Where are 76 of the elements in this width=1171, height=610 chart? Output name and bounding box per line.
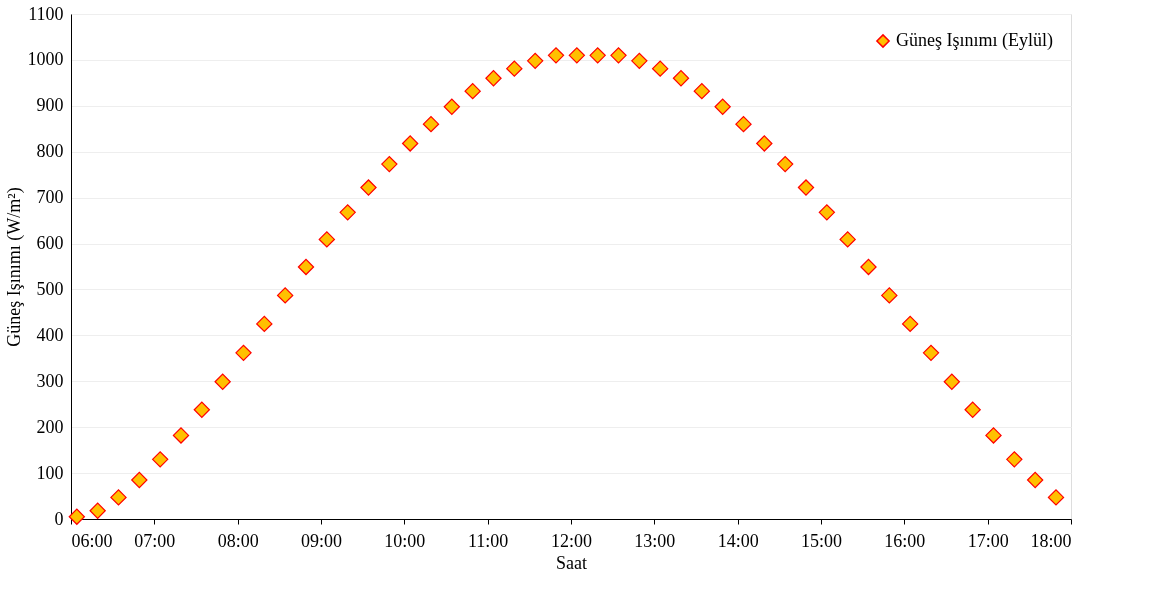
- point: [526, 52, 544, 70]
- point: [276, 287, 294, 304]
- y-tick-label: 200: [36, 416, 64, 437]
- point: [401, 135, 419, 152]
- x-tick-label: 13:00: [634, 530, 676, 551]
- point: [256, 315, 273, 333]
- x-tick-label: 10:00: [384, 530, 426, 551]
- x-tick-label: 12:00: [550, 530, 593, 551]
- point: [381, 155, 398, 173]
- point: [110, 489, 127, 506]
- y-tick-label: 300: [36, 370, 64, 391]
- x-tick-label: 14:00: [717, 530, 759, 551]
- point: [339, 204, 356, 221]
- point: [881, 287, 898, 304]
- point: [964, 401, 981, 418]
- x-tick-label: 08:00: [217, 530, 259, 551]
- y-tick-label: 800: [36, 141, 64, 162]
- point: [422, 116, 440, 133]
- point: [464, 82, 481, 100]
- point: [631, 52, 648, 70]
- x-tick-label: 15:00: [800, 530, 843, 551]
- point: [839, 231, 856, 248]
- point: [985, 427, 1002, 444]
- x-tick-label: 16:00: [884, 530, 926, 551]
- point: [193, 401, 211, 418]
- legend-label: Güneş Işınımı (Eylül): [896, 30, 1053, 51]
- point: [506, 60, 523, 77]
- x-tick-label: 18:00: [1030, 530, 1072, 551]
- point: [776, 155, 794, 173]
- point: [589, 47, 606, 64]
- point: [735, 116, 752, 133]
- point: [443, 98, 461, 115]
- y-tick-label: 700: [36, 187, 64, 208]
- point: [922, 344, 940, 361]
- point: [797, 179, 815, 196]
- point: [89, 502, 106, 519]
- point: [943, 373, 961, 390]
- point: [651, 60, 669, 77]
- x-tick-label: 07:00: [134, 530, 176, 551]
- point: [610, 47, 627, 64]
- point: [818, 204, 836, 221]
- y-axis-title: Güneş Işınımı (W/m²): [3, 187, 25, 347]
- point: [860, 258, 877, 276]
- x-tick-label: 17:00: [967, 530, 1009, 551]
- y-tick-label: 1100: [28, 3, 64, 24]
- y-tick-label: 500: [36, 278, 64, 299]
- y-tick-label: 100: [36, 462, 64, 483]
- point: [172, 427, 190, 444]
- point: [672, 70, 690, 87]
- point: [693, 82, 711, 100]
- point: [1006, 451, 1023, 468]
- point: [756, 135, 773, 152]
- point: [485, 70, 502, 87]
- point: [214, 373, 231, 390]
- point: [568, 47, 586, 64]
- y-tick-label: 0: [54, 508, 64, 529]
- point: [151, 451, 169, 468]
- point: [1026, 471, 1044, 489]
- point: [131, 471, 148, 489]
- y-tick-label: 600: [36, 233, 64, 254]
- point: [235, 344, 252, 361]
- point: [68, 508, 86, 525]
- x-axis-title: Saat: [556, 552, 587, 573]
- y-tick-label: 400: [36, 324, 64, 345]
- x-tick-label: 09:00: [300, 530, 343, 551]
- point: [547, 47, 565, 64]
- point: [1047, 489, 1065, 506]
- y-tick-label: 900: [36, 95, 64, 116]
- y-tick-label: 1000: [27, 49, 64, 70]
- point: [297, 258, 315, 276]
- point: [360, 179, 377, 196]
- point: [318, 231, 336, 248]
- x-tick-label: 06:00: [71, 530, 113, 551]
- point: [901, 315, 919, 333]
- point: [714, 98, 731, 115]
- x-tick-label: 11:00: [467, 530, 509, 551]
